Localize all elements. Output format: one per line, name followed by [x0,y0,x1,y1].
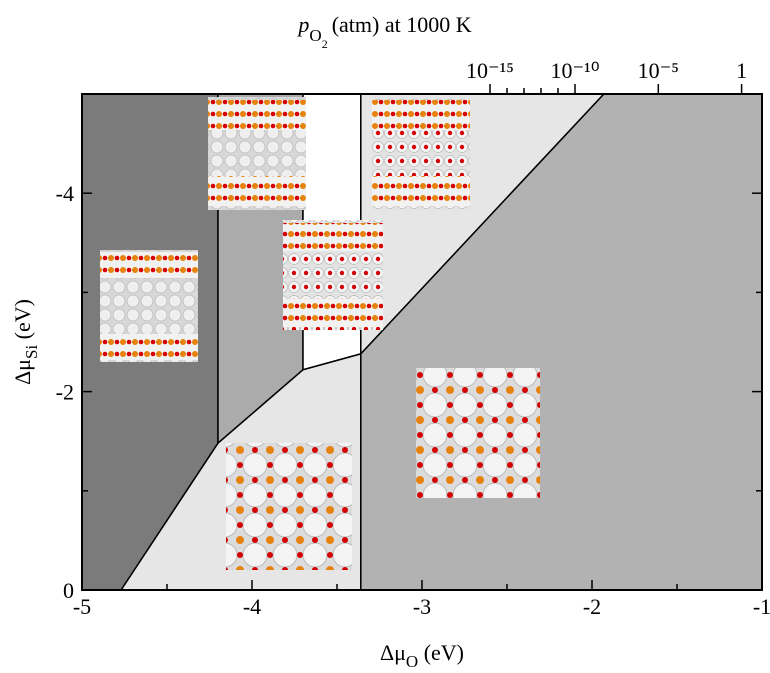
x-axis-label: ΔμO (eV) [380,640,464,668]
x2-tick-label: 10⁻⁵ [638,58,679,83]
label-part: p [296,12,309,37]
x-tick-label: -1 [753,594,770,619]
label-part: (eV) [10,299,35,345]
x2-tick-label: 1 [736,58,747,83]
structure-image [226,443,352,570]
structure-image [208,97,306,210]
x-tick-label: -2 [583,594,601,619]
x2-tick-label: 10⁻¹⁵ [466,58,514,83]
structure-image [283,220,383,330]
label-part: Δμ [10,359,35,385]
label-part: (eV) [418,640,464,665]
x2-tick-label: 10⁻¹⁰ [550,58,599,83]
y-axis-label: ΔμSi (eV) [10,299,41,385]
label-part: Si [22,345,41,359]
label-part: Δμ [380,640,406,665]
y-tick-label: -4 [56,181,74,206]
top-axis-label: pO2 (atm) at 1000 K [296,12,471,51]
structure-image [372,97,470,210]
structure-images [100,97,540,570]
label-part: (atm) at 1000 K [332,12,472,37]
label-part: O [406,652,418,668]
structure-image [416,368,540,498]
structure-image [100,250,198,362]
x-tick-label: -4 [243,594,261,619]
label-part: 2 [322,37,328,51]
label-part: O [309,26,321,45]
y-tick-label: -2 [56,380,74,405]
x-tick-label: -3 [413,594,431,619]
y-tick-label: 0 [63,578,74,603]
x-tick-label: -5 [73,594,91,619]
